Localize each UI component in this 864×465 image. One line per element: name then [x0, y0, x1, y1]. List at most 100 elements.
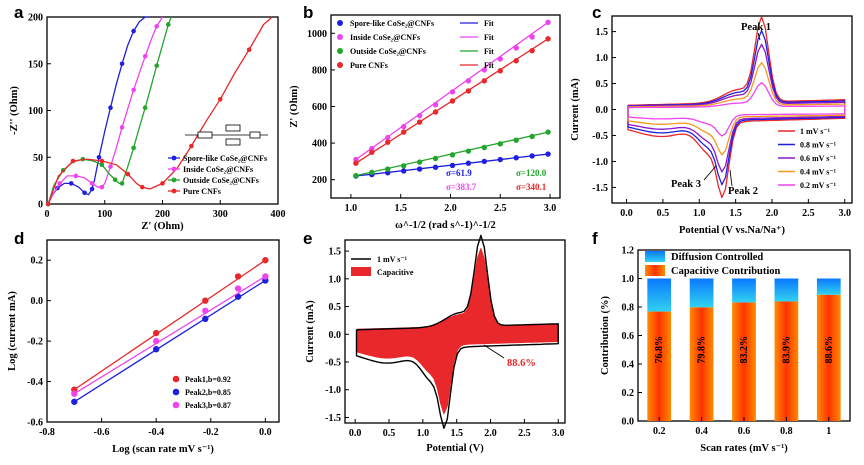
x-tick-label: 1.5 — [450, 428, 463, 439]
x-axis-title: Scan rates (mV s⁻¹) — [700, 443, 788, 454]
bar-capacitive — [816, 294, 841, 421]
y-tick-label: -0.2 — [27, 337, 43, 348]
y-tick-label: -0.4 — [27, 377, 43, 388]
legend-label: Pure CNFs — [183, 187, 221, 196]
cv-curve — [627, 43, 846, 173]
data-point — [449, 98, 456, 104]
data-point — [449, 162, 456, 169]
x-tick-label: 1.0 — [693, 208, 706, 219]
x-tick-label: 2.5 — [802, 208, 815, 219]
legend: Peak1,b=0.92 Peak2,b=0.85 Peak3,b=0.87 — [172, 375, 231, 410]
legend-label: 0.8 mV s⁻¹ — [800, 141, 837, 150]
data-point — [131, 87, 136, 93]
circuit-resistor — [197, 131, 213, 139]
legend-marker — [171, 188, 177, 194]
fit-line — [73, 275, 266, 395]
legend-label: 0.2 mV s⁻¹ — [800, 181, 837, 190]
panel-e: 0.0 0.5 1.0 1.5 2.0 2.5 3.0 -1.5 -1.0 -0.5 0.0 0.5 1… — [305, 234, 566, 454]
data-point — [119, 181, 125, 186]
panel-letter: a — [14, 3, 24, 22]
data-point — [112, 177, 118, 182]
data-point — [234, 273, 242, 280]
legend-label: 0.6 mV s⁻¹ — [800, 154, 837, 163]
x-tick-label: 1 — [826, 426, 831, 437]
legend-label: Pure CNFs — [350, 61, 388, 70]
data-point — [545, 151, 551, 157]
y-axis-title: Z' (Ohm) — [289, 85, 300, 128]
data-point — [152, 346, 160, 353]
legend-label: Capacitive — [377, 268, 414, 277]
x-tick-label: 0.0 — [620, 208, 633, 219]
x-tick-label: -0.6 — [94, 427, 110, 438]
peak-label: Peak 2 — [728, 186, 758, 197]
legend: 1 mV s⁻¹ 0.8 mV s⁻¹ 0.6 mV s⁻¹ 0.4 mV s⁻¹ 0.… — [778, 127, 837, 190]
y-tick-label: -0.6 — [27, 418, 43, 429]
x-axis-title: Potential (V) — [426, 443, 484, 454]
y-tick-label: 0.5 — [329, 302, 342, 313]
cv-curve-1mV — [355, 234, 559, 429]
data-point — [262, 257, 269, 264]
data-point — [142, 53, 148, 59]
y-tick-label: 0.5 — [596, 79, 609, 90]
x-tick-label: 1.0 — [345, 203, 358, 214]
bar-value-label: 83.2% — [739, 336, 750, 364]
annotation-arrow — [703, 165, 717, 181]
bar-value-label: 79.8% — [697, 336, 708, 364]
x-axis-title: ω^-1/2 (rad s^-1)^-1/2 — [395, 220, 496, 231]
data-point — [497, 68, 503, 74]
bar-diffusion — [732, 278, 756, 303]
y-tick-label: -1.5 — [325, 413, 341, 424]
data-point — [369, 149, 375, 155]
legend-marker — [337, 20, 343, 26]
data-point — [385, 166, 391, 172]
data-point — [139, 184, 145, 190]
data-point — [465, 78, 472, 84]
y-tick-label: 600 — [312, 102, 327, 113]
data-point — [497, 56, 503, 62]
data-point — [89, 186, 95, 192]
x-tick-label: 200 — [155, 209, 170, 220]
sigma-label: σ=120.0 — [516, 168, 547, 178]
bar-capacitive — [774, 301, 799, 421]
y-tick-label: -1.0 — [325, 385, 341, 396]
data-point — [513, 58, 519, 64]
panel-letter: b — [303, 3, 313, 22]
data-point — [432, 101, 439, 108]
y-tick-label: 1.0 — [596, 53, 609, 64]
x-tick-label: 0.5 — [383, 428, 396, 439]
bar-value-label: 83.9% — [781, 336, 792, 364]
y-tick-label: 0.2 — [31, 256, 44, 267]
data-point — [189, 143, 194, 149]
legend-label: Fit — [484, 19, 494, 28]
y-tick-label: 1.2 — [622, 246, 635, 257]
data-point — [262, 273, 269, 280]
bar-diffusion — [647, 278, 672, 312]
bar-capacitive — [647, 311, 672, 421]
legend-marker — [171, 155, 177, 161]
y-axis-title: -Z'' (Ohm) — [9, 86, 20, 135]
data-point — [165, 22, 171, 27]
panel-letter: f — [592, 229, 598, 248]
sigma-label: σ=340.1 — [516, 182, 547, 192]
x-tick-label: 1.5 — [729, 208, 742, 219]
x-tick-label: 2.5 — [518, 428, 531, 439]
x-tick-label: -0.8 — [39, 427, 55, 438]
cv-curve — [627, 82, 846, 137]
data-point — [217, 96, 223, 102]
x-tick-label: 1.0 — [417, 428, 430, 439]
data-point — [68, 181, 74, 186]
legend-label: Spore-like CoSe₂@CNFs — [183, 154, 267, 163]
y-tick-label: -1.5 — [592, 183, 608, 194]
data-point — [125, 171, 131, 177]
x-tick-label: 0.6 — [738, 426, 751, 437]
y-tick-label: 150 — [28, 59, 43, 70]
sigma-labels: σ=61.9 σ=383.7 σ=120.0 σ=340.1 — [446, 168, 547, 192]
legend-swatch — [645, 251, 665, 262]
data-point — [416, 112, 423, 119]
legend: Spore-like CoSe₂@CNFs Inside CoSe₂@CNFs Ou… — [168, 154, 267, 196]
data-point — [108, 105, 113, 110]
x-tick-label: 300 — [213, 209, 228, 220]
data-point — [416, 166, 423, 172]
y-tick-label: 0.0 — [31, 296, 44, 307]
